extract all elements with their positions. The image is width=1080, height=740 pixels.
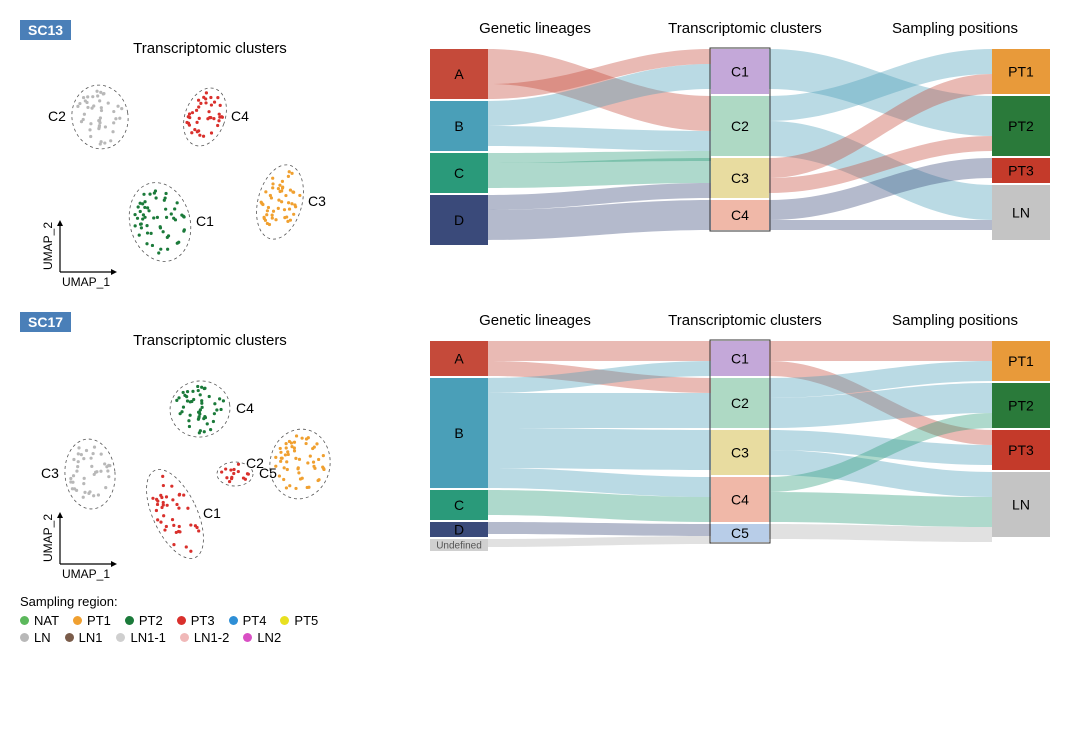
legend-label: LN1 — [79, 630, 103, 645]
sankey-svg-2: A B CD Undefined C1 C2 C3 C4 C5 PT1 PT2 PT3 LN — [430, 335, 1050, 555]
legend-dot-icon — [125, 616, 134, 625]
legend-dot-icon — [20, 616, 29, 625]
svg-text:LN: LN — [1012, 496, 1030, 512]
svg-text:C2: C2 — [731, 118, 749, 134]
svg-text:C4: C4 — [236, 400, 254, 416]
svg-text:A: A — [454, 66, 464, 82]
svg-text:C3: C3 — [308, 193, 326, 209]
legend-item-PT1: PT1 — [73, 613, 111, 628]
svg-text:C4: C4 — [731, 491, 749, 507]
legend-dot-icon — [229, 616, 238, 625]
legend-item-PT5: PT5 — [280, 613, 318, 628]
legend-dot-icon — [65, 633, 74, 642]
legend-dot-icon — [280, 616, 289, 625]
svg-text:Undefined: Undefined — [436, 541, 482, 552]
legend-item-LN1: LN1 — [65, 630, 103, 645]
legend-title: Sampling region: — [20, 594, 400, 609]
legend-item-PT4: PT4 — [229, 613, 267, 628]
legend-label: PT1 — [87, 613, 111, 628]
umap-title-1: Transcriptomic clusters — [20, 40, 400, 57]
svg-text:C5: C5 — [731, 525, 749, 541]
legend-label: PT3 — [191, 613, 215, 628]
svg-text:UMAP_2: UMAP_2 — [41, 514, 55, 562]
header-lineages-1: Genetic lineages — [430, 20, 640, 37]
legend-label: LN1-1 — [130, 630, 165, 645]
umap-sc17: SC17 Transcriptomic clusters UMAP_1 UMAP_… — [20, 312, 400, 647]
panel-sc17: SC17 Transcriptomic clusters UMAP_1 UMAP_… — [20, 312, 1060, 647]
svg-text:PT2: PT2 — [1008, 118, 1034, 134]
legend-item-LN2: LN2 — [243, 630, 281, 645]
legend-label: LN2 — [257, 630, 281, 645]
legend-item-LN1-2: LN1-2 — [180, 630, 229, 645]
svg-text:C1: C1 — [731, 63, 749, 79]
svg-text:C1: C1 — [731, 350, 749, 366]
legend-item-LN: LN — [20, 630, 51, 645]
legend-label: PT2 — [139, 613, 163, 628]
legend-dot-icon — [243, 633, 252, 642]
legend-label: NAT — [34, 613, 59, 628]
svg-text:C2: C2 — [731, 395, 749, 411]
legend-row-1: NAT PT1 PT2 PT3 PT4 PT5 — [20, 613, 400, 628]
header-positions-1: Sampling positions — [850, 20, 1060, 37]
svg-text:C1: C1 — [196, 213, 214, 229]
svg-text:B: B — [454, 118, 463, 134]
legend-label: PT4 — [243, 613, 267, 628]
svg-text:UMAP_2: UMAP_2 — [41, 222, 55, 270]
header-clusters-1: Transcriptomic clusters — [640, 20, 850, 37]
umap-sc13: SC13 Transcriptomic clusters UMAP_1UMAP_… — [20, 20, 400, 292]
legend-dot-icon — [116, 633, 125, 642]
legend-label: LN1-2 — [194, 630, 229, 645]
legend-item-NAT: NAT — [20, 613, 59, 628]
svg-text:C1: C1 — [203, 505, 221, 521]
legend-item-LN1-1: LN1-1 — [116, 630, 165, 645]
header-lineages-2: Genetic lineages — [430, 312, 640, 329]
svg-text:C4: C4 — [731, 207, 749, 223]
legend-label: PT5 — [294, 613, 318, 628]
svg-text:A: A — [454, 350, 464, 366]
svg-text:PT3: PT3 — [1008, 162, 1034, 178]
svg-text:PT1: PT1 — [1008, 353, 1034, 369]
svg-text:C: C — [454, 165, 464, 181]
legend-label: LN — [34, 630, 51, 645]
svg-text:LN: LN — [1012, 204, 1030, 220]
svg-text:PT2: PT2 — [1008, 397, 1034, 413]
badge-sc13: SC13 — [20, 20, 71, 40]
svg-text:D: D — [454, 521, 464, 537]
legend-dot-icon — [73, 616, 82, 625]
svg-text:B: B — [454, 425, 463, 441]
svg-text:UMAP_1: UMAP_1 — [62, 567, 110, 581]
svg-text:C3: C3 — [731, 170, 749, 186]
sankey-sc17: Genetic lineages Transcriptomic clusters… — [430, 312, 1060, 647]
svg-text:PT3: PT3 — [1008, 442, 1034, 458]
svg-text:PT1: PT1 — [1008, 63, 1034, 79]
legend-dot-icon — [177, 616, 186, 625]
header-clusters-2: Transcriptomic clusters — [640, 312, 850, 329]
svg-text:C3: C3 — [41, 465, 59, 481]
panel-sc13: SC13 Transcriptomic clusters UMAP_1UMAP_… — [20, 20, 1060, 292]
svg-text:UMAP_1: UMAP_1 — [62, 275, 110, 289]
legend-row-2: LN LN1 LN1-1 LN1-2 LN2 — [20, 630, 400, 645]
legend: Sampling region: NATPT1PT2PT3PT4PT5 LNLN… — [20, 594, 400, 645]
svg-text:C2: C2 — [48, 108, 66, 124]
svg-text:C4: C4 — [231, 108, 249, 124]
legend-item-PT3: PT3 — [177, 613, 215, 628]
umap-svg-1: UMAP_1 UMAP_2 C2 C4 C1 C3 — [20, 62, 380, 292]
umap-title-2: Transcriptomic clusters — [20, 332, 400, 349]
sankey-svg-1: A B C D C1 C2 C3 C4 PT1 PT2 PT3 LN — [430, 43, 1050, 253]
svg-text:C: C — [454, 497, 464, 513]
legend-dot-icon — [180, 633, 189, 642]
svg-text:C3: C3 — [731, 444, 749, 460]
legend-dot-icon — [20, 633, 29, 642]
badge-sc17: SC17 — [20, 312, 71, 332]
svg-text:D: D — [454, 212, 464, 228]
svg-text:C5: C5 — [259, 465, 277, 481]
header-positions-2: Sampling positions — [850, 312, 1060, 329]
sankey-sc13: Genetic lineages Transcriptomic clusters… — [430, 20, 1060, 292]
legend-item-PT2: PT2 — [125, 613, 163, 628]
umap-svg-2: UMAP_1UMAP_2C4C3C2C5C1 — [20, 354, 380, 584]
